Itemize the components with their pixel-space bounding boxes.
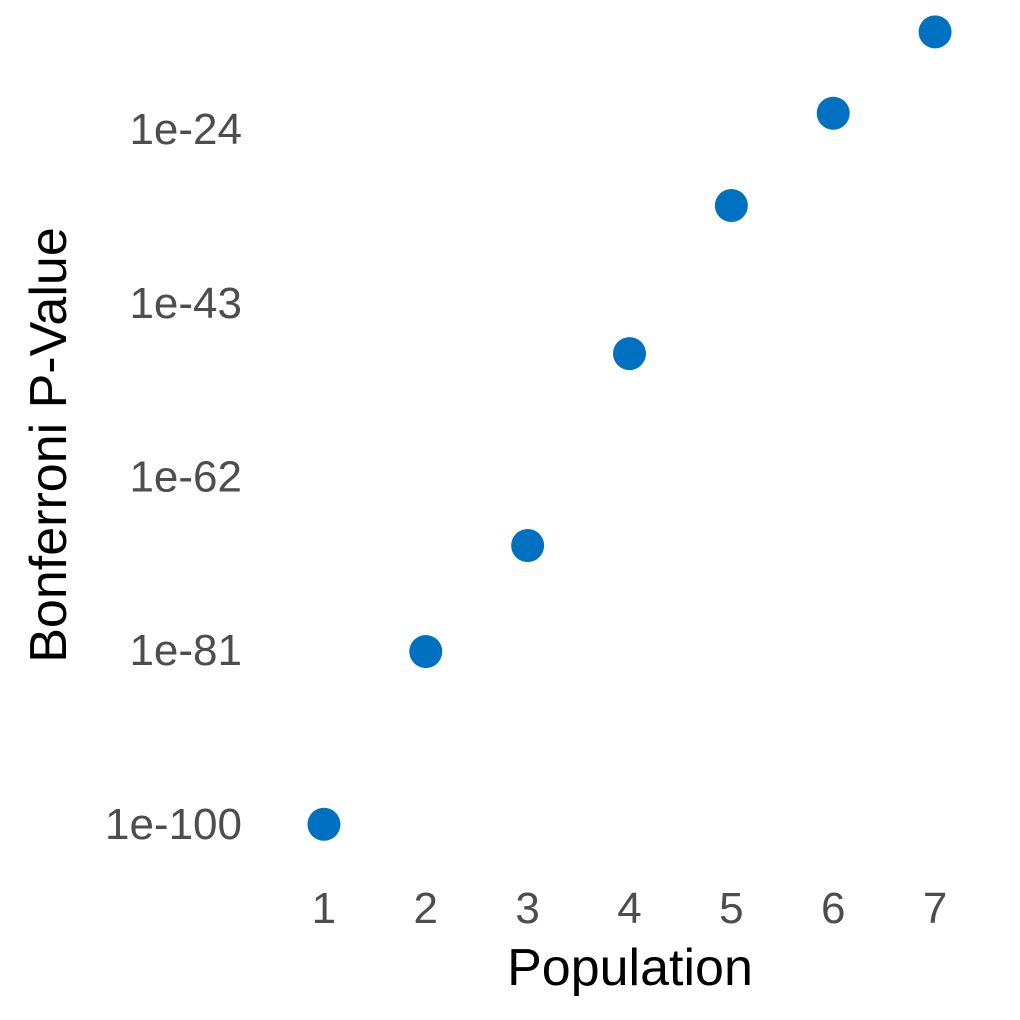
- x-tick-label: 5: [719, 884, 743, 933]
- y-tick-label: 1e-43: [129, 279, 242, 328]
- y-tick-label: 1e-100: [105, 800, 242, 849]
- y-tick-label: 1e-24: [129, 105, 242, 154]
- data-point: [816, 96, 850, 130]
- x-axis-ticks: 1 2 3 4 5 6 7: [312, 884, 948, 933]
- y-tick-label: 1e-81: [129, 626, 242, 675]
- data-point: [918, 15, 952, 49]
- x-tick-label: 2: [414, 884, 438, 933]
- y-axis-ticks: 1e-100 1e-81 1e-62 1e-43 1e-24: [105, 105, 242, 849]
- x-tick-label: 3: [515, 884, 539, 933]
- data-point: [307, 807, 341, 841]
- y-axis-title: Bonferroni P-Value: [20, 227, 78, 663]
- data-point: [511, 529, 545, 563]
- data-point: [409, 635, 443, 669]
- x-axis-title: Population: [507, 939, 753, 997]
- data-point: [613, 337, 646, 371]
- data-points: [307, 15, 952, 841]
- x-tick-label: 4: [617, 884, 641, 933]
- y-tick-label: 1e-62: [129, 452, 242, 501]
- x-tick-label: 7: [923, 884, 947, 933]
- x-tick-label: 6: [821, 884, 845, 933]
- x-tick-label: 1: [312, 884, 336, 933]
- data-point: [714, 189, 748, 223]
